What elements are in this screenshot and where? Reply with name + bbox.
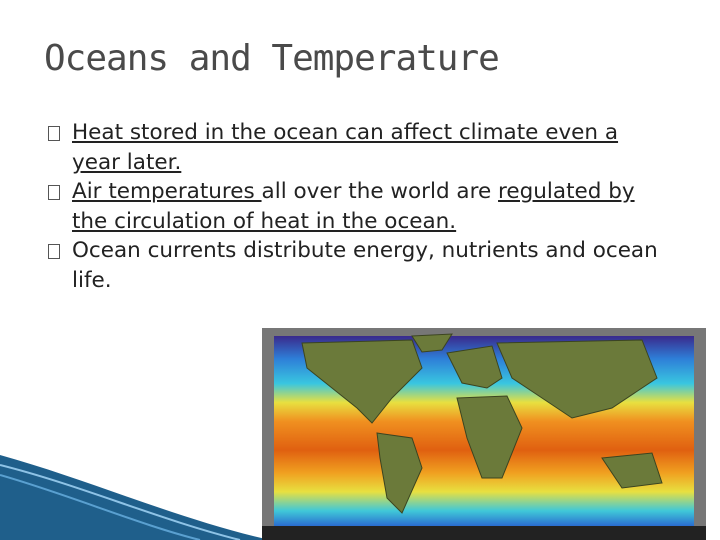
bullet-list: Heat stored in the ocean can affect clim… xyxy=(48,118,672,295)
sst-map xyxy=(262,328,706,540)
bullet-text: Air temperatures xyxy=(72,179,262,204)
slide-title: Oceans and Temperature xyxy=(44,38,500,79)
wave-decoration xyxy=(0,455,270,540)
bullet-text: regulated by the circulation of heat in … xyxy=(72,179,635,234)
map-legend-bar xyxy=(262,526,706,540)
land xyxy=(301,333,663,514)
bullet: Heat stored in the ocean can affect clim… xyxy=(48,118,672,177)
bullet-text: all over the world are xyxy=(261,179,499,204)
bullet: Ocean currents distribute energy, nutrie… xyxy=(48,236,672,295)
bullet: Air temperatures all over the world are … xyxy=(48,177,672,236)
bullet-icon xyxy=(48,244,60,259)
bullet-text: Ocean currents distribute energy, nutrie… xyxy=(72,238,658,293)
wave-line xyxy=(0,464,241,540)
bullet-icon xyxy=(48,185,60,200)
wave-line xyxy=(0,474,201,540)
bullet-text: Heat stored in the ocean can affect clim… xyxy=(72,120,619,175)
bullet-icon xyxy=(48,126,60,141)
wave xyxy=(0,455,270,540)
